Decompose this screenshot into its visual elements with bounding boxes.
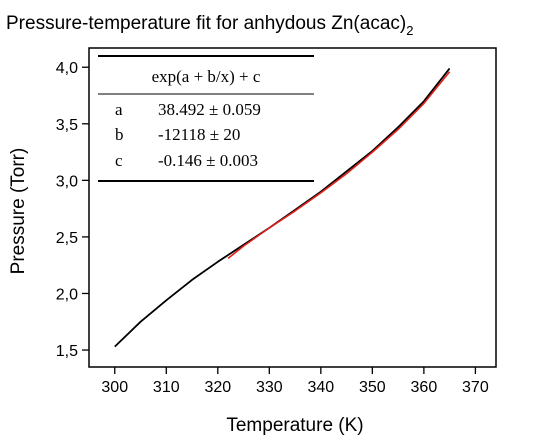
x-tick-label: 320 [204, 379, 231, 396]
x-tick-label: 370 [462, 379, 489, 396]
y-tick-label: 3,0 [56, 173, 78, 190]
y-tick-label: 2,5 [56, 230, 78, 247]
y-tick-label: 2,0 [56, 286, 78, 303]
y-axis-ticks: 1,5 2,0 2,5 3,0 3,5 4,0 [56, 60, 89, 360]
x-tick-label: 360 [411, 379, 438, 396]
y-axis-label: Pressure (Torr) [8, 148, 29, 275]
fit-table: exp(a + b/x) + c a 38.492 ± 0.059 b -121… [98, 55, 314, 182]
fit-row-b-value: -12118 ± 20 [158, 125, 240, 144]
plot-frame [88, 47, 497, 368]
series-line-fit [227, 71, 451, 260]
fit-row-c-param: c [115, 151, 123, 170]
fit-equation: exp(a + b/x) + c [152, 67, 261, 86]
chart-title-subscript: 2 [406, 23, 413, 38]
x-tick-label: 330 [256, 379, 283, 396]
fit-row-a-param: a [115, 100, 123, 119]
x-axis-ticks: 300 310 320 330 340 350 360 370 [101, 367, 489, 396]
x-axis-label: Temperature (K) [226, 415, 363, 436]
fit-row-a-value: 38.492 ± 0.059 [158, 100, 261, 119]
y-tick-label: 3,5 [56, 117, 78, 134]
x-tick-label: 310 [153, 379, 180, 396]
x-tick-label: 300 [101, 379, 128, 396]
x-tick-label: 340 [307, 379, 334, 396]
chart-title-main: Pressure-temperature fit for anhydous Zn… [6, 13, 406, 34]
y-tick-label: 4,0 [56, 60, 78, 77]
chart-title: Pressure-temperature fit for anhydous Zn… [6, 13, 413, 38]
fit-row-b-param: b [115, 125, 124, 144]
x-tick-label: 350 [359, 379, 386, 396]
fit-row-c-value: -0.146 ± 0.003 [158, 151, 258, 170]
y-tick-label: 1,5 [56, 343, 78, 360]
series-layer [114, 67, 451, 348]
